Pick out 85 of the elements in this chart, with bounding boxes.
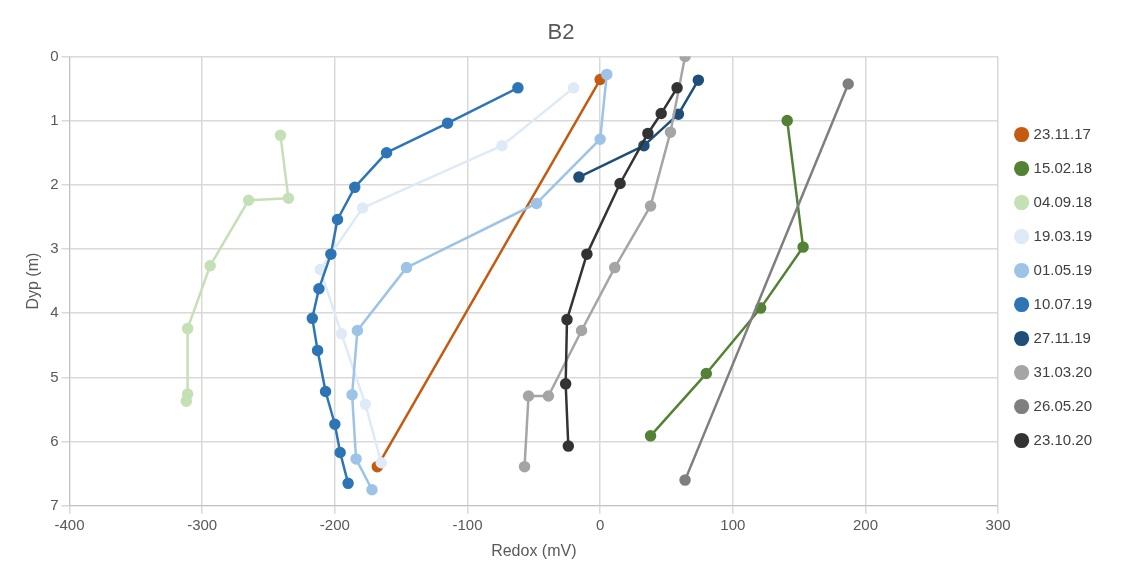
point <box>561 313 573 326</box>
legend-label: 26.05.20 <box>1033 396 1092 414</box>
legend-label: 15.02.18 <box>1033 158 1092 176</box>
point <box>581 248 593 260</box>
point <box>181 322 194 335</box>
point <box>655 107 667 120</box>
point <box>679 474 691 486</box>
y-tick-label: 7 <box>50 495 59 513</box>
point <box>522 390 535 402</box>
point <box>700 367 713 380</box>
point <box>342 477 354 490</box>
point <box>512 82 524 94</box>
point <box>204 259 216 272</box>
point <box>567 82 580 94</box>
point <box>441 117 454 129</box>
point <box>274 129 287 142</box>
y-tick-label: 6 <box>50 431 59 449</box>
point <box>325 248 337 260</box>
point <box>692 74 705 86</box>
point <box>671 82 683 94</box>
point <box>575 324 588 337</box>
x-tick-label: 300 <box>985 515 1011 533</box>
point <box>664 126 677 138</box>
point <box>313 283 325 295</box>
x-tick-label: -300 <box>187 515 218 533</box>
point <box>351 324 364 337</box>
point <box>242 194 255 206</box>
point <box>573 171 585 183</box>
point <box>346 388 358 401</box>
point <box>349 181 361 194</box>
x-tick-label: -400 <box>54 515 85 533</box>
legend-label: 23.11.17 <box>1033 124 1091 142</box>
point <box>359 398 372 411</box>
point <box>496 139 508 152</box>
point <box>530 197 543 210</box>
x-axis-title: Redox (mV) <box>491 541 577 559</box>
point <box>642 127 654 140</box>
point <box>180 395 193 407</box>
point <box>350 453 362 465</box>
x-tick-label: 100 <box>720 515 746 533</box>
point <box>366 484 378 496</box>
point <box>331 213 344 226</box>
point <box>644 200 657 212</box>
chart-title: B2 <box>547 19 575 45</box>
x-tick-label: 200 <box>852 515 878 533</box>
point <box>518 460 531 473</box>
point <box>400 261 413 274</box>
point <box>559 378 572 390</box>
x-tick-label: -200 <box>319 515 350 533</box>
x-tick-label: 0 <box>595 515 605 533</box>
y-tick-label: 3 <box>50 239 59 257</box>
y-tick-label: 4 <box>50 303 59 321</box>
y-tick-label: 1 <box>50 110 59 128</box>
y-axis-title: Dyp (m) <box>24 252 42 310</box>
point <box>282 192 295 205</box>
point <box>306 312 319 325</box>
point <box>375 457 388 469</box>
point <box>644 430 657 442</box>
point <box>335 327 348 340</box>
legend-label: 04.09.18 <box>1033 192 1092 210</box>
y-tick-label: 0 <box>50 46 59 64</box>
legend-label: 31.03.20 <box>1033 362 1092 380</box>
point <box>594 133 606 145</box>
legend-label: 01.05.19 <box>1033 260 1092 278</box>
y-tick-label: 2 <box>50 174 59 192</box>
legend-label: 27.11.19 <box>1033 328 1091 346</box>
point <box>334 446 346 459</box>
point <box>842 78 854 90</box>
point <box>329 418 341 431</box>
x-tick-label: -100 <box>452 515 483 533</box>
point <box>542 390 555 402</box>
legend-label: 19.03.19 <box>1033 226 1092 244</box>
point <box>609 261 621 274</box>
point <box>311 344 324 357</box>
legend-label: 10.07.19 <box>1033 294 1092 312</box>
legend-label: 23.10.20 <box>1033 430 1092 448</box>
point <box>601 68 613 81</box>
point <box>319 385 332 398</box>
point <box>562 440 575 452</box>
point <box>380 146 393 159</box>
point <box>781 114 793 127</box>
y-tick-label: 5 <box>50 367 59 385</box>
point <box>797 241 809 253</box>
point <box>614 177 626 190</box>
point <box>356 202 369 214</box>
